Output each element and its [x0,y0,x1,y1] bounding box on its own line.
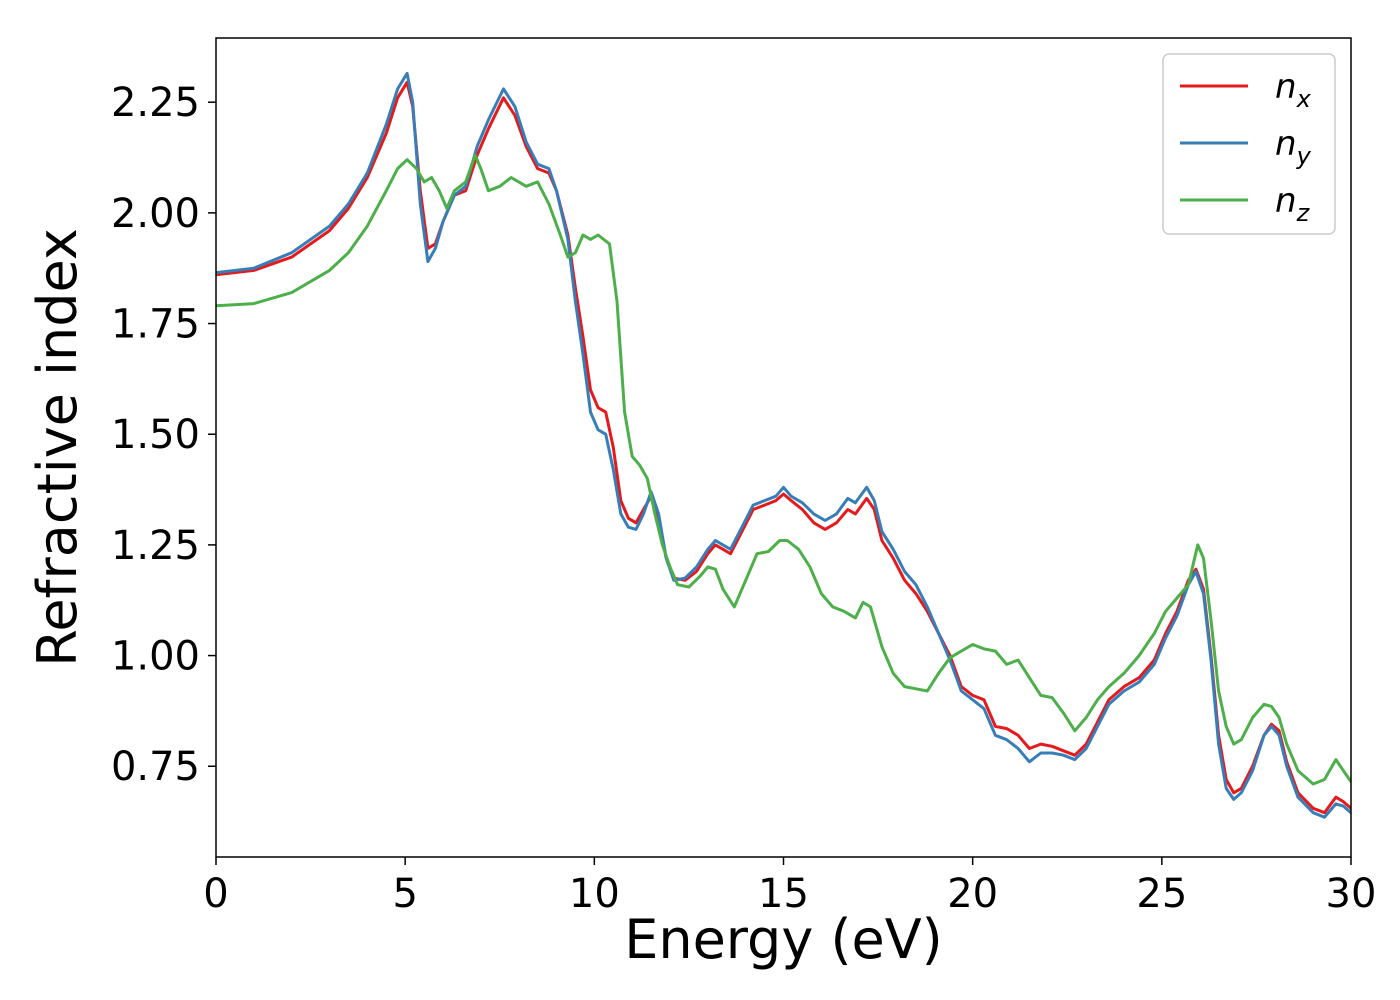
series-line-nz [216,153,1351,786]
legend-label-subscript: y [1296,142,1312,170]
y-tick-label: 0.75 [111,744,200,790]
legend-label-nx: nx [1275,67,1312,113]
legend-label-subscript: x [1296,85,1312,113]
x-tick-label: 15 [758,871,809,917]
legend-label-base: n [1275,67,1297,107]
y-tick-label: 1.75 [111,302,200,348]
y-tick-label: 2.00 [111,191,200,237]
legend-label-base: n [1275,181,1297,221]
legend-box [1162,53,1336,235]
legend-label-ny: ny [1275,124,1312,170]
x-tick-label: 30 [1326,871,1377,917]
y-tick-label: 1.25 [111,523,200,569]
x-tick-label: 25 [1136,871,1187,917]
x-tick-label: 5 [392,871,417,917]
legend-label-subscript: z [1296,199,1311,227]
y-tick-label: 2.25 [111,80,200,126]
y-tick-label: 1.00 [111,634,200,680]
legend-label-nz: nz [1275,181,1311,227]
x-tick-label: 20 [947,871,998,917]
y-axis-ticks: 0.75 1.00 1.25 1.50 1.75 2.00 2.25 [111,80,216,790]
x-tick-label: 0 [203,871,228,917]
y-tick-label: 1.50 [111,412,200,458]
x-tick-label: 10 [569,871,620,917]
x-axis-ticks: 0 5 10 15 20 25 30 [203,857,1376,917]
y-axis-label: Refractive index [26,228,89,667]
legend-label-base: n [1275,124,1297,164]
series-layer [216,71,1351,819]
x-axis-label: Energy (eV) [624,908,943,971]
series-line-ny [216,71,1351,819]
